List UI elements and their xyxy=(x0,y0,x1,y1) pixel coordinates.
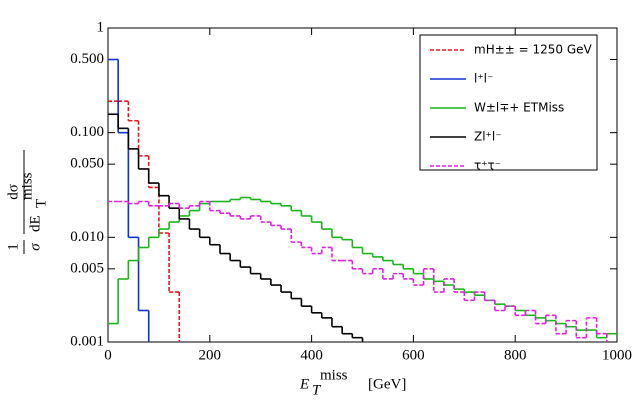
x-tick-label: 800 xyxy=(504,347,527,363)
y-label-sup: miss xyxy=(19,172,35,200)
y-tick-label: 1 xyxy=(97,19,105,35)
legend-label: W±l∓+ ETMiss xyxy=(474,101,564,115)
y-axis-label: 1 σ dσ dE T miss xyxy=(5,150,49,254)
y-label-sigma: σ xyxy=(27,243,43,251)
legend-label: τ⁺τ⁻ xyxy=(474,159,501,173)
y-tick-label: 0.500 xyxy=(70,51,104,67)
x-label-sup: miss xyxy=(320,367,348,383)
x-label-unit: [GeV] xyxy=(368,376,406,392)
x-label-sub: T xyxy=(312,382,322,398)
legend-label: Zl⁺l⁻ xyxy=(474,130,502,144)
y-tick-label: 0.100 xyxy=(70,124,104,140)
legend-label: mH±± = 1250 GeV xyxy=(474,43,593,57)
legend-box xyxy=(419,34,598,171)
x-axis-label: E T miss [GeV] xyxy=(299,367,406,398)
y-tick-label: 0.001 xyxy=(70,333,104,349)
x-tick-label: 600 xyxy=(402,347,425,363)
x-label-main: E xyxy=(299,376,309,392)
x-tick-label: 0 xyxy=(104,347,112,363)
y-label-dsigma: dσ xyxy=(5,184,21,200)
x-tick-label: 200 xyxy=(199,347,222,363)
x-tick-label: 400 xyxy=(300,347,323,363)
y-label-one: 1 xyxy=(5,243,21,251)
y-tick-label: 0.050 xyxy=(70,156,104,172)
legend-label: l⁺l⁻ xyxy=(474,72,493,86)
x-tick-label: 1000 xyxy=(602,347,632,363)
y-tick-label: 0.005 xyxy=(70,260,104,276)
y-label-de: dE xyxy=(27,215,43,232)
y-label-sub: T xyxy=(33,199,49,208)
y-tick-label: 0.010 xyxy=(70,229,104,245)
